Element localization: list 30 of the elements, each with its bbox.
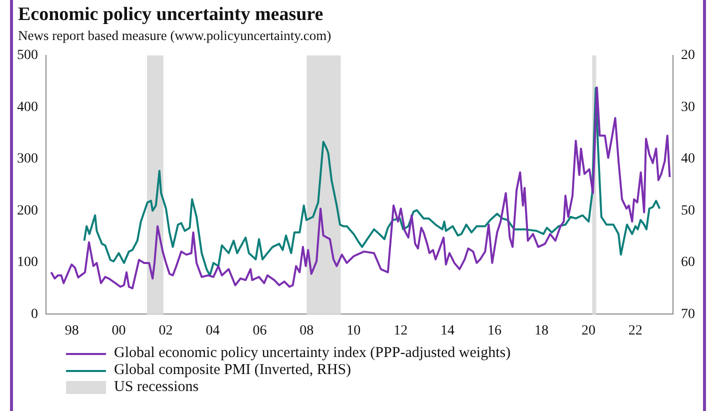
x-tick-label: 06 <box>252 323 267 338</box>
y-tick-label: 500 <box>17 48 38 64</box>
x-tick-label: 14 <box>440 323 455 338</box>
x-tick-label: 02 <box>158 323 173 338</box>
y-tick-label: 400 <box>17 100 38 115</box>
x-tick-label: 00 <box>112 323 126 338</box>
legend-label: Global composite PMI (Inverted, RHS) <box>114 362 352 379</box>
y-tick-label: 200 <box>17 203 38 218</box>
y2-tick-label: 40 <box>681 152 695 167</box>
x-tick-label: 20 <box>581 323 596 338</box>
x-tick-label: 16 <box>488 323 502 338</box>
legend-label: US recessions <box>114 379 199 396</box>
y-tick-label: 0 <box>31 306 38 322</box>
y2-tick-label: 30 <box>681 100 695 115</box>
x-tick-label: 98 <box>64 323 79 338</box>
legend-label: Global economic policy uncertainty index (PPP-adjusted weights) <box>114 345 511 362</box>
x-tick-label: 08 <box>300 323 314 338</box>
y2-tick-label: 70 <box>681 306 695 322</box>
x-tick-label: 22 <box>628 323 642 338</box>
x-tick-label: 18 <box>534 323 548 338</box>
y2-tick-label: 60 <box>681 255 695 270</box>
chart-subtitle: News report based measure (www.policyuncertainty.com) <box>18 28 332 44</box>
y-tick-label: 300 <box>17 152 38 167</box>
chart-title: Economic policy uncertainty measure <box>18 4 324 26</box>
x-tick-label: 10 <box>346 323 361 338</box>
x-tick-label: 04 <box>206 323 220 338</box>
y2-tick-label: 50 <box>681 203 695 218</box>
y2-tick-label: 20 <box>681 48 695 64</box>
x-tick-label: 12 <box>394 323 408 338</box>
y-tick-label: 100 <box>17 255 38 270</box>
